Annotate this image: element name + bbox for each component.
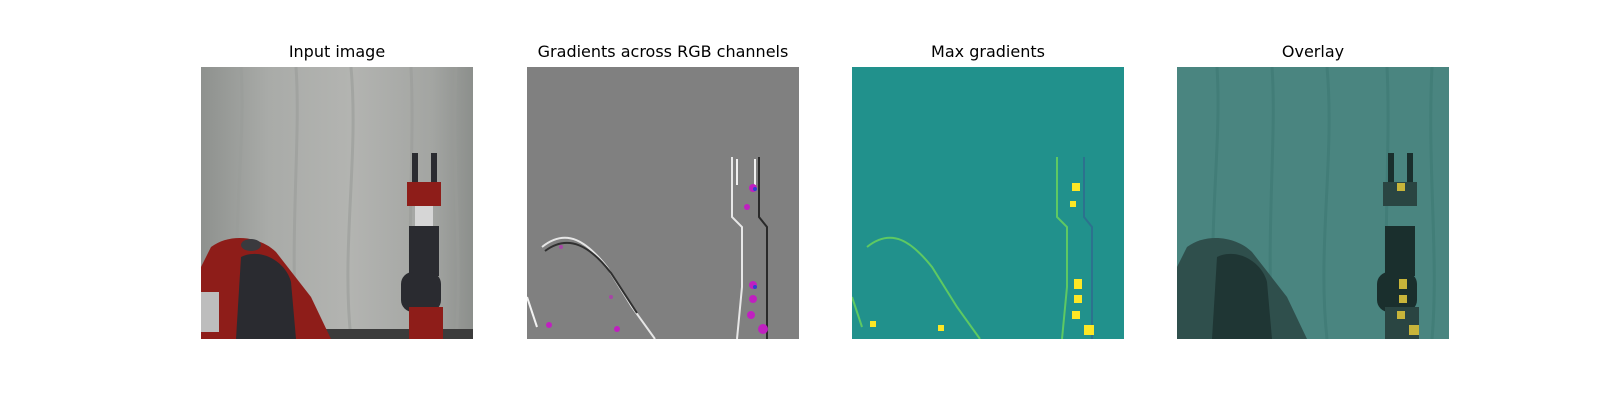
panel-title: Gradients across RGB channels	[537, 42, 789, 61]
panel-input-image: Input image	[201, 38, 473, 339]
gradients-rgb-image	[527, 67, 799, 339]
input-image	[201, 67, 473, 339]
overlay-picture	[1177, 67, 1449, 339]
panel-max-gradients: Max gradients	[852, 38, 1124, 339]
max-gradients-picture	[852, 67, 1124, 339]
overlay-image	[1177, 67, 1449, 339]
gradients-rgb-picture	[527, 67, 799, 339]
max-gradients-image	[852, 67, 1124, 339]
panel-title: Overlay	[1281, 42, 1345, 61]
panel-title: Input image	[288, 42, 386, 61]
panel-title: Max gradients	[931, 42, 1045, 61]
input-image-picture	[201, 67, 473, 339]
panel-gradients-rgb: Gradients across RGB channels	[527, 38, 799, 339]
panel-overlay: Overlay	[1177, 38, 1449, 339]
